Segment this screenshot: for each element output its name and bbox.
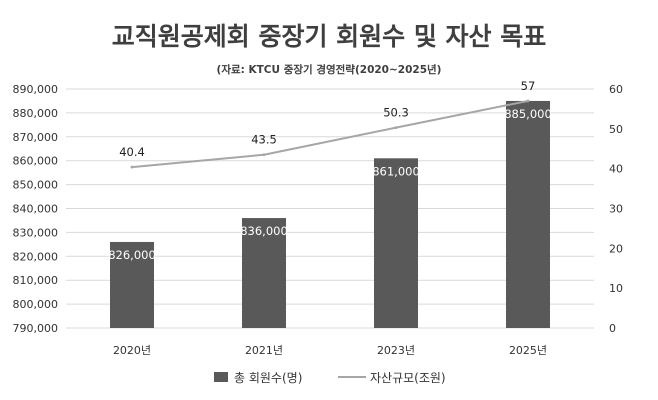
line-point	[130, 165, 134, 169]
line-point	[526, 99, 530, 103]
line-data-label: 57	[521, 79, 536, 93]
x-axis-tick-label: 2021년	[245, 344, 283, 357]
line-data-label: 50.3	[383, 106, 409, 120]
left-axis-tick-label: 800,000	[13, 298, 59, 311]
left-axis-ticks: 790,000 800,000 810,000 820,000 830,000 840,0…	[13, 83, 59, 335]
right-axis-tick-label: 0	[609, 322, 616, 335]
right-axis-tick-label: 20	[609, 242, 623, 255]
bar-data-label: 885,000	[504, 107, 552, 121]
right-axis-tick-label: 30	[609, 203, 623, 216]
legend-bar-swatch	[214, 372, 228, 382]
right-axis-tick-label: 50	[609, 123, 623, 136]
line-data-label: 40.4	[119, 145, 145, 159]
chart-title: 교직원공제회 중장기 회원수 및 자산 목표	[112, 22, 547, 51]
line-point	[394, 126, 398, 130]
left-axis-tick-label: 850,000	[13, 179, 59, 192]
x-axis-ticks: 2020년 2021년 2023년 2025년	[113, 344, 547, 357]
line-data-label: 43.5	[251, 133, 277, 147]
left-axis-tick-label: 790,000	[13, 322, 59, 335]
series-line	[131, 99, 529, 169]
bar-series: 826,000 836,000 861,000 885,000	[108, 100, 552, 328]
left-axis-tick-label: 840,000	[13, 203, 59, 216]
chart-subtitle: (자료: KTCU 중장기 경영전략(2020~2025년)	[217, 63, 442, 76]
legend-line-label: 자산규모(조원)	[370, 371, 446, 385]
bar-data-label: 826,000	[108, 248, 156, 262]
left-axis-tick-label: 830,000	[13, 226, 59, 239]
x-axis-tick-label: 2020년	[113, 344, 151, 357]
right-axis-ticks: 0 10 20 30 40 50 60	[609, 83, 623, 335]
bar-data-label: 861,000	[372, 164, 420, 178]
left-axis-tick-label: 820,000	[13, 250, 59, 263]
right-axis-tick-label: 60	[609, 83, 623, 96]
legend: 총 회원수(명) 자산규모(조원)	[214, 371, 446, 385]
left-axis-tick-label: 870,000	[13, 131, 59, 144]
legend-bar-label: 총 회원수(명)	[234, 371, 302, 385]
right-axis-tick-label: 40	[609, 163, 623, 176]
bar	[242, 218, 286, 328]
line-point	[262, 153, 266, 157]
left-axis-tick-label: 890,000	[13, 83, 59, 96]
bar-data-label: 836,000	[240, 224, 288, 238]
bar	[374, 158, 418, 328]
x-axis-tick-label: 2025년	[509, 344, 547, 357]
left-axis-tick-label: 880,000	[13, 107, 59, 120]
left-axis-tick-label: 860,000	[13, 155, 59, 168]
bar	[506, 100, 550, 328]
x-axis-tick-label: 2023년	[377, 344, 415, 357]
right-axis-tick-label: 10	[609, 282, 623, 295]
left-axis-tick-label: 810,000	[13, 274, 59, 287]
bar	[110, 241, 154, 328]
line-series-layer: 40.4 43.5 50.3 57	[119, 79, 535, 169]
